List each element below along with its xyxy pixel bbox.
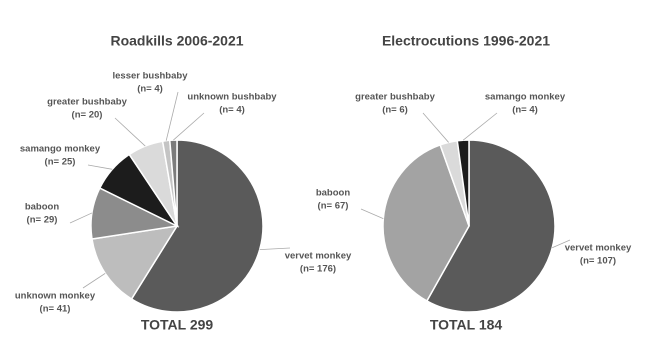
leader-line	[422, 112, 449, 143]
leader-line	[173, 112, 205, 141]
value-label: (n= 176)	[300, 264, 336, 275]
leader-line	[87, 164, 113, 170]
leader-line	[69, 212, 93, 224]
category-label: greater bushbaby	[355, 92, 435, 103]
category-label: vervet monkey	[565, 243, 632, 254]
value-label: (n= 25)	[45, 157, 76, 168]
category-label: baboon	[25, 202, 59, 213]
chart-title: Roadkills 2006-2021	[110, 33, 243, 49]
category-label: unknown monkey	[15, 291, 96, 302]
pie-slice	[130, 139, 264, 313]
value-label: (n= 4)	[137, 84, 163, 95]
leader-line	[462, 112, 498, 141]
leader-line	[114, 117, 146, 147]
category-label: samango monkey	[485, 92, 566, 103]
pie-slice	[382, 144, 470, 302]
value-label: (n= 4)	[512, 105, 538, 116]
pie-slice	[168, 139, 178, 227]
pie-slice	[425, 139, 556, 313]
total-label: TOTAL 299	[141, 317, 214, 333]
category-label: unknown bushbaby	[187, 92, 277, 103]
leader-line	[360, 208, 384, 220]
value-label: (n= 107)	[580, 256, 616, 267]
leader-line	[82, 273, 106, 289]
value-label: (n= 41)	[40, 304, 71, 315]
category-label: greater bushbaby	[47, 97, 127, 108]
category-label: lesser bushbaby	[113, 71, 189, 82]
chart-title: Electrocutions 1996-2021	[382, 33, 550, 49]
total-label: TOTAL 184	[430, 317, 503, 333]
category-label: vervet monkey	[285, 251, 352, 262]
value-label: (n= 67)	[318, 201, 349, 212]
value-label: (n= 4)	[219, 105, 245, 116]
category-label: samango monkey	[20, 144, 101, 155]
leader-line	[165, 91, 179, 141]
value-label: (n= 20)	[72, 110, 103, 121]
leader-line	[259, 247, 291, 251]
category-label: baboon	[316, 188, 350, 199]
value-label: (n= 6)	[382, 105, 408, 116]
value-label: (n= 29)	[27, 215, 58, 226]
leader-line	[552, 239, 571, 249]
